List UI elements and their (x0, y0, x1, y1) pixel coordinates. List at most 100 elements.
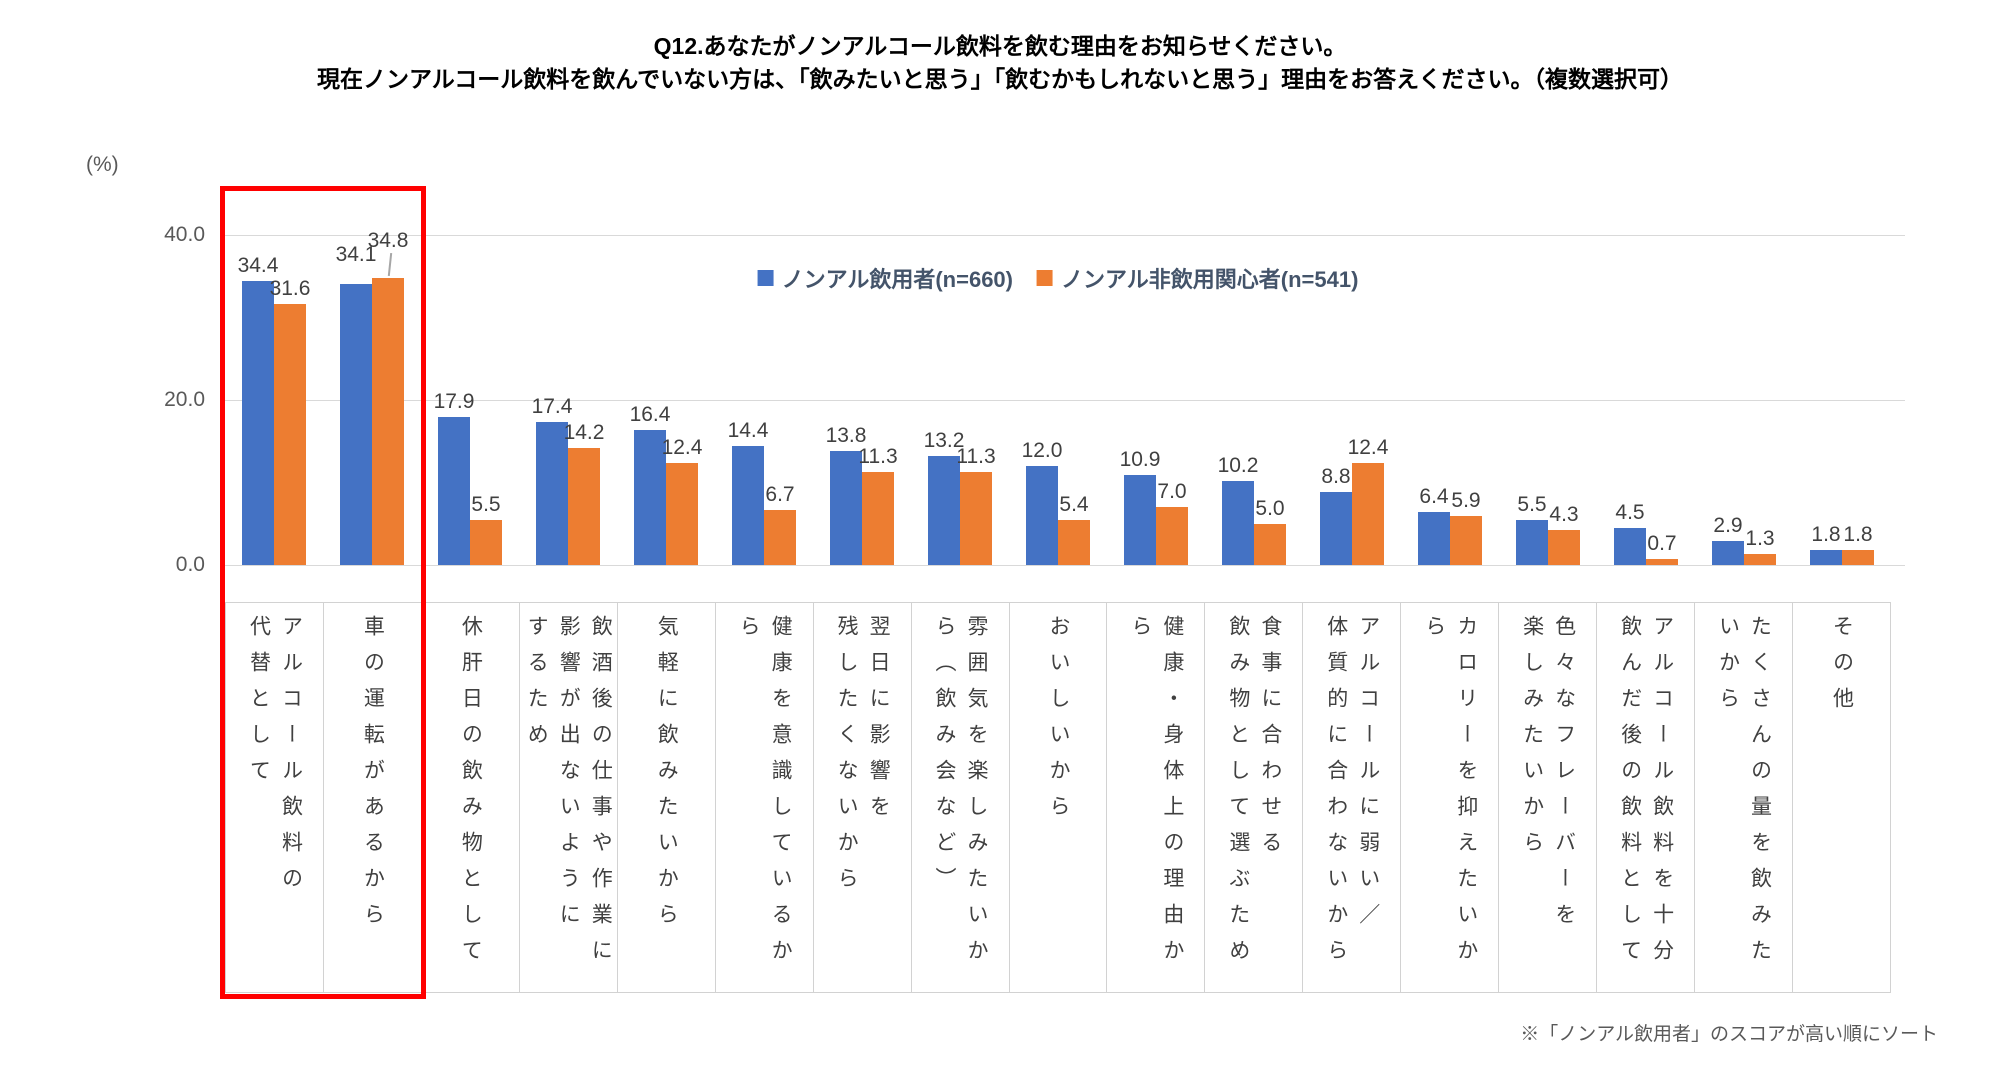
bar-series2 (960, 471, 992, 565)
category-cell: 雰囲気を楽しみたいか ら（飲み会など） (912, 603, 1010, 992)
legend-swatch-series1 (757, 270, 774, 286)
bar-series1 (242, 281, 274, 565)
category-cell: カロリーを抑えたいか ら (1401, 603, 1500, 992)
value-label: 5.0 (1255, 496, 1285, 520)
sort-note: ※「ノンアル飲用者」のスコアが高い順にソート (1520, 1024, 1938, 1045)
category-label: 健康を意識しているか ら (737, 615, 793, 975)
bar-series1 (1026, 466, 1058, 565)
y-tick-label: 0.0 (175, 553, 205, 576)
value-label: 34.1 (335, 242, 377, 266)
category-cell: 飲酒後の仕事や作業に 影響が出ないように するため (520, 603, 618, 992)
bar-series2 (764, 509, 796, 565)
value-label: 6.7 (765, 482, 795, 506)
value-label: 1.3 (1745, 527, 1775, 551)
value-label: 17.4 (531, 394, 573, 418)
category-cell: 翌日に影響を 残したくないから (814, 603, 912, 992)
bar-series1 (928, 456, 960, 565)
bar-series1 (1320, 492, 1352, 565)
gridline (222, 564, 1905, 566)
bar-series1 (1712, 541, 1744, 565)
category-cell: おいしいから (1010, 603, 1108, 992)
bar-series1 (1516, 519, 1548, 565)
bar-series1 (1222, 480, 1254, 565)
value-label: 31.6 (269, 277, 311, 301)
bar-series2 (568, 447, 600, 565)
bar-series2 (1450, 516, 1482, 565)
legend-swatch-series2 (1037, 270, 1053, 286)
chart-title-line1: Q12.あなたがノンアルコール飲料を飲む理由をお知らせください。 (653, 33, 1347, 59)
bar-series2 (1842, 550, 1874, 565)
bar-series2 (372, 277, 404, 565)
category-label: 車の運転があるから (361, 615, 385, 939)
bar-series1 (1124, 475, 1156, 565)
bar-series2 (274, 304, 306, 565)
value-label: 5.5 (1517, 492, 1547, 516)
category-cell: 休肝日の飲み物として (422, 603, 520, 992)
value-label: 5.5 (471, 492, 501, 516)
category-label: アルコール飲料の 代替として (247, 615, 303, 903)
bar-series1 (1614, 527, 1646, 565)
category-cell: アルコール飲料の 代替として (226, 603, 324, 992)
category-label: おいしいから (1046, 615, 1070, 831)
category-label: 健康・身体上の理由か ら (1128, 615, 1184, 975)
chart-title: Q12.あなたがノンアルコール飲料を飲む理由をお知らせください。 現在ノンアルコ… (0, 30, 2000, 96)
value-label: 13.8 (825, 424, 867, 448)
legend-label-series2: ノンアル非飲用関心者(n=541) (1061, 267, 1359, 292)
category-cell: アルコールに弱い／ 体質的に合わないから (1303, 603, 1402, 992)
category-label: 気軽に飲みたいから (655, 615, 679, 939)
category-label: 食事に合わせる 飲み物として選ぶため (1226, 615, 1282, 975)
category-label: 翌日に影響を 残したくないから (835, 615, 891, 903)
category-label: アルコール飲料を十分 飲んだ後の飲料として (1618, 615, 1674, 975)
category-cell: 健康・身体上の理由か ら (1107, 603, 1206, 992)
bar-series2 (1646, 559, 1678, 565)
bar-series2 (470, 519, 502, 565)
category-cell: アルコール飲料を十分 飲んだ後の飲料として (1597, 603, 1696, 992)
value-label: 11.3 (956, 444, 996, 468)
category-cell: 色々なフレーバーを 楽しみたいから (1499, 603, 1598, 992)
value-label: 14.2 (563, 420, 605, 444)
value-label: 2.9 (1713, 514, 1743, 538)
value-label: 5.4 (1059, 493, 1089, 517)
bar-series2 (862, 471, 894, 565)
y-tick-label: 40.0 (164, 223, 205, 246)
bar-series1 (438, 417, 470, 565)
value-label: 6.4 (1419, 485, 1449, 509)
bar-series1 (1810, 550, 1842, 565)
value-label: 12.4 (1347, 435, 1389, 459)
bar-series2 (666, 462, 698, 565)
value-label: 1.8 (1811, 523, 1841, 547)
category-cell: 健康を意識しているか ら (716, 603, 814, 992)
category-cell: 気軽に飲みたいから (618, 603, 716, 992)
bar-series2 (1254, 523, 1286, 565)
value-label: 7.0 (1157, 480, 1187, 504)
bar-series1 (634, 429, 666, 565)
value-label: 1.8 (1843, 523, 1873, 547)
unit-label: (%) (86, 153, 119, 176)
category-label: 雰囲気を楽しみたいか ら（飲み会など） (933, 615, 989, 975)
bar-series2 (1156, 507, 1188, 565)
category-label: 休肝日の飲み物として (459, 615, 483, 975)
bar-series1 (732, 446, 764, 565)
category-label: カロリーを抑えたいか ら (1422, 615, 1478, 975)
value-label: 0.7 (1647, 532, 1677, 556)
bar-series1 (1418, 512, 1450, 565)
value-label: 8.8 (1321, 465, 1351, 489)
value-label: 5.9 (1451, 489, 1481, 513)
y-tick-label: 20.0 (164, 388, 205, 411)
gridline (222, 234, 1905, 236)
legend-item-series2: ノンアル非飲用関心者(n=541) (1037, 262, 1358, 294)
category-label: その他 (1830, 615, 1854, 723)
value-label: 10.9 (1119, 448, 1161, 472)
value-label: 12.4 (661, 435, 703, 459)
category-label: アルコールに弱い／ 体質的に合わないから (1324, 615, 1380, 975)
value-label: 17.9 (433, 390, 475, 414)
category-cell: たくさんの量を飲みた いから (1695, 603, 1793, 992)
value-label: 34.8 (367, 228, 409, 252)
bar-series2 (1548, 529, 1580, 565)
value-label: 16.4 (629, 402, 671, 426)
value-label: 12.0 (1021, 439, 1063, 462)
category-cell: 車の運転があるから (324, 603, 422, 992)
category-cell: その他 (1793, 603, 1891, 992)
value-label: 11.3 (858, 444, 898, 468)
